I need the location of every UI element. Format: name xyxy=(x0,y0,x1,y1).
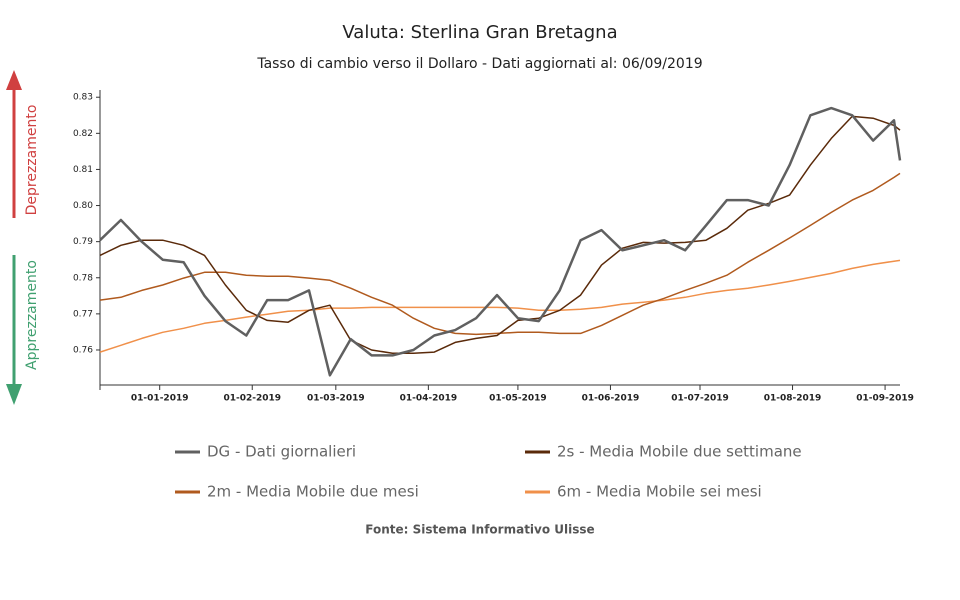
legend-label: 2s - Media Mobile due settimane xyxy=(557,443,802,461)
arrow-up-label: Deprezzamento xyxy=(24,105,40,216)
source: Fonte: Sistema Informativo Ulisse xyxy=(365,523,594,537)
y-tick-label: 0.79 xyxy=(73,237,93,247)
chart-subtitle: Tasso di cambio verso il Dollaro - Dati … xyxy=(256,56,702,72)
series-line xyxy=(99,172,901,336)
x-tick-label: 01-04-2019 xyxy=(400,394,458,404)
chart-title: Valuta: Sterlina Gran Bretagna xyxy=(342,22,617,43)
arrow-up-head xyxy=(6,70,22,90)
x-tick-label: 01-09-2019 xyxy=(856,394,914,404)
x-tick-label: 01-02-2019 xyxy=(223,394,281,404)
x-tick-label: 01-03-2019 xyxy=(307,394,365,404)
x-tick-label: 01-05-2019 xyxy=(489,394,547,404)
x-tick-label: 01-08-2019 xyxy=(764,394,822,404)
series-line xyxy=(99,115,901,354)
y-tick-label: 0.81 xyxy=(73,165,93,175)
x-tick-label: 01-06-2019 xyxy=(582,394,640,404)
y-tick-label: 0.82 xyxy=(73,129,93,139)
y-tick-label: 0.77 xyxy=(73,309,93,319)
legend-label: DG - Dati giornalieri xyxy=(207,443,356,461)
y-tick-label: 0.76 xyxy=(73,345,93,355)
x-tick-label: 01-01-2019 xyxy=(131,394,189,404)
y-tick-label: 0.83 xyxy=(73,93,93,103)
legend-label: 2m - Media Mobile due mesi xyxy=(207,483,419,501)
y-tick-label: 0.78 xyxy=(73,273,93,283)
series-line xyxy=(99,259,901,353)
arrow-down-label: Apprezzamento xyxy=(24,260,40,370)
y-tick-label: 0.80 xyxy=(73,201,93,211)
arrow-down-head xyxy=(6,384,22,405)
series-line xyxy=(99,106,902,377)
x-tick-label: 01-07-2019 xyxy=(671,394,729,404)
legend-label: 6m - Media Mobile sei mesi xyxy=(557,483,762,501)
